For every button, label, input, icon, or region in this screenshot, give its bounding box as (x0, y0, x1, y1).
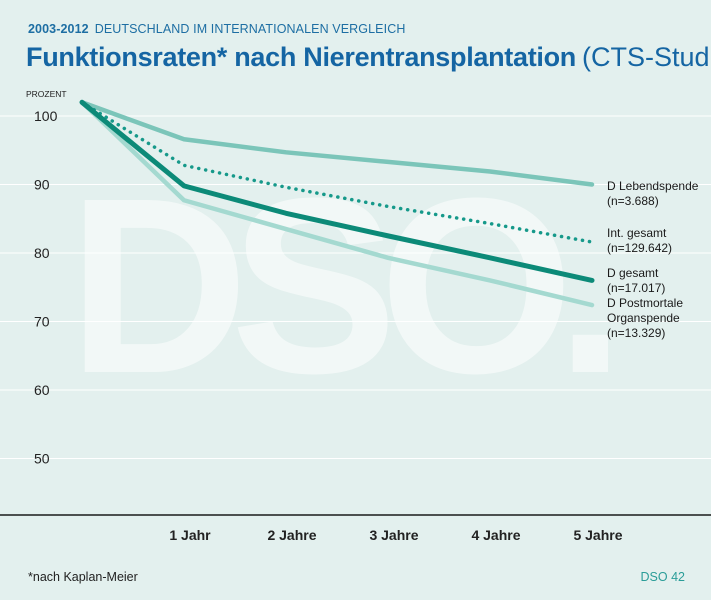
title-paren: (CTS-Studie) (581, 42, 711, 72)
watermark-logo: DSO. (68, 146, 609, 425)
header-subtitle: 2003-2012 DEUTSCHLAND IM INTERNATIONALEN … (28, 22, 405, 36)
x-tick-label-5: 5 Jahre (573, 527, 622, 543)
y-tick-label-100: 100 (34, 108, 58, 124)
y-tick-label-50: 50 (34, 451, 50, 467)
x-tick-label-4: 4 Jahre (471, 527, 520, 543)
series-label-international-line0: Int. gesamt (607, 226, 667, 240)
series-label-lebendspende-line1: (n=3.688) (607, 194, 659, 208)
x-tick-label-1: 1 Jahr (169, 527, 211, 543)
series-line-lebendspende (79, 100, 595, 187)
title-main: Funktionsraten* nach Nierentransplantati… (26, 42, 576, 72)
x-tick-label-3: 3 Jahre (369, 527, 418, 543)
y-tick-label-90: 90 (34, 177, 50, 193)
series-label-lebendspende-line0: D Lebendspende (607, 179, 699, 193)
footnote: *nach Kaplan-Meier (28, 570, 138, 584)
series-label-postmortal-line0: D Postmortale (607, 296, 683, 310)
subtitle-text: DEUTSCHLAND IM INTERNATIONALEN VERGLEICH (94, 22, 406, 36)
series-label-postmortal-line2: (n=13.329) (607, 326, 665, 340)
series-label-postmortal-line1: Organspende (607, 311, 680, 325)
series-line-postmortal (79, 100, 595, 308)
y-tick-label-70: 70 (34, 314, 50, 330)
series-label-international-line1: (n=129.642) (607, 241, 672, 255)
series-label-gesamt-line0: D gesamt (607, 266, 659, 280)
chart-title: Funktionsraten* nach Nierentransplantati… (26, 42, 711, 73)
series-line-gesamt (79, 99, 595, 283)
page-reference: DSO 42 (640, 570, 685, 584)
series-line-international (80, 100, 594, 244)
x-tick-label-2: 2 Jahre (267, 527, 316, 543)
series-label-gesamt-line1: (n=17.017) (607, 281, 665, 295)
subtitle-years: 2003-2012 (28, 22, 89, 36)
y-axis-label: PROZENT (26, 89, 67, 99)
y-tick-label-60: 60 (34, 382, 50, 398)
y-tick-label-80: 80 (34, 245, 50, 261)
